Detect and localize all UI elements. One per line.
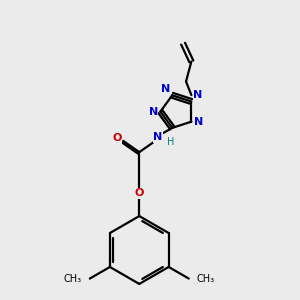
Text: CH₃: CH₃ — [196, 274, 215, 284]
Text: N: N — [148, 106, 158, 117]
Text: N: N — [153, 132, 163, 142]
Text: O: O — [112, 133, 122, 143]
Text: N: N — [161, 84, 170, 94]
Text: CH₃: CH₃ — [64, 274, 82, 284]
Text: N: N — [193, 90, 203, 100]
Text: O: O — [135, 188, 144, 198]
Text: H: H — [167, 136, 174, 147]
Text: N: N — [194, 117, 203, 127]
